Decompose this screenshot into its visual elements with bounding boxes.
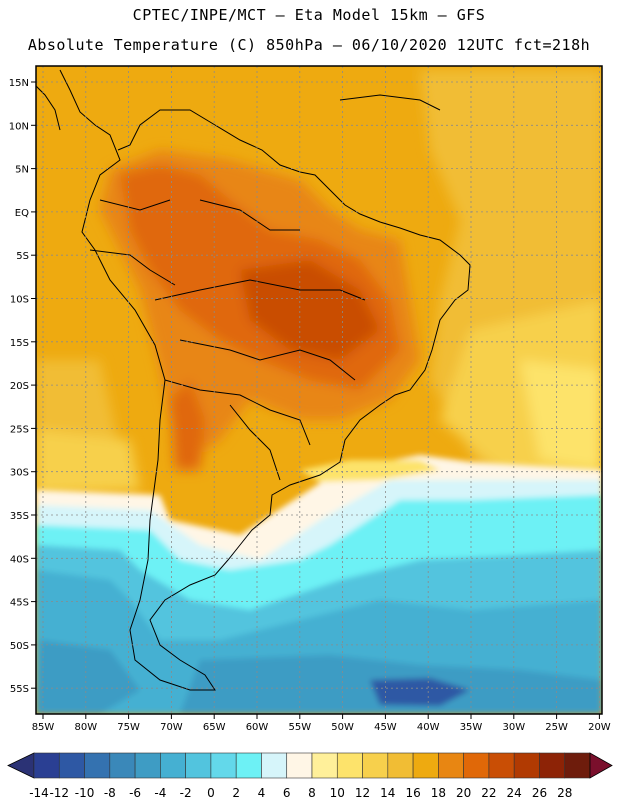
colorbar-tick-label: -4 — [154, 786, 166, 800]
lat-label: 35S — [10, 511, 29, 522]
colorbar-tick-label: -2 — [180, 786, 192, 800]
colorbar-swatch — [210, 752, 237, 779]
colorbar-tick-label: -14 — [29, 786, 49, 800]
lon-label: 40W — [417, 722, 440, 733]
lat-label: 45S — [10, 598, 29, 609]
colorbar-swatch — [513, 752, 540, 779]
colorbar — [7, 752, 613, 779]
coastlines — [36, 69, 471, 691]
lat-label: 30S — [10, 468, 29, 479]
colorbar-swatch — [463, 752, 490, 779]
colorbar-swatch — [336, 752, 363, 779]
colorbar-tick-label: 18 — [431, 786, 446, 800]
lon-label: 60W — [246, 722, 269, 733]
colorbar-tick-labels: -14 -12 -10 -8 -6 -4 -2 0 2 4 6 8 10 12 14 16 18 20 22 24 26… — [29, 786, 572, 800]
colorbar-swatch — [109, 752, 136, 779]
colorbar-tick-label: 2 — [232, 786, 240, 800]
lon-label: 70W — [160, 722, 183, 733]
colorbar-tick-label: 4 — [258, 786, 266, 800]
colorbar-over-arrow — [589, 752, 613, 779]
colorbar-swatch — [488, 752, 515, 779]
colorbar-swatch — [564, 752, 591, 779]
colorbar-swatch — [412, 752, 439, 779]
colorbar-swatch — [84, 752, 111, 779]
colorbar-tick-label: 8 — [308, 786, 316, 800]
map-title-line2: Absolute Temperature (C) 850hPa – 06/10/… — [27, 36, 591, 54]
lon-label: 85W — [32, 722, 55, 733]
lon-label: 65W — [203, 722, 226, 733]
longitude-labels: 85W 80W 75W 70W 65W 60W 55W 50W 45W 40W 35W 30W 25W 2… — [32, 714, 611, 733]
colorbar-tick-label: 16 — [405, 786, 420, 800]
colorbar-swatch — [134, 752, 161, 779]
colorbar-swatch — [261, 752, 288, 779]
lat-label: 5S — [16, 251, 29, 262]
colorbar-tick-label: 28 — [557, 786, 572, 800]
lon-label: 50W — [331, 722, 354, 733]
colorbar-tick-label: 26 — [532, 786, 547, 800]
colorbar-tick-label: 12 — [355, 786, 370, 800]
lat-label: 40S — [10, 554, 29, 565]
colorbar-under-arrow — [7, 752, 35, 779]
colorbar-swatch — [438, 752, 464, 779]
colorbar-swatch — [387, 752, 414, 779]
colorbar-tick-label: 10 — [330, 786, 345, 800]
lon-label: 20W — [588, 722, 611, 733]
lon-label: 75W — [117, 722, 140, 733]
colorbar-swatch — [58, 752, 85, 779]
lat-label: 15N — [9, 78, 29, 89]
temperature-field — [36, 66, 602, 714]
map-title-line1: CPTEC/INPE/MCT – Eta Model 15km – GFS — [132, 6, 486, 24]
colorbar-swatch — [311, 752, 338, 779]
lat-label: 10N — [9, 121, 29, 132]
colorbar-tick-label: 6 — [283, 786, 291, 800]
lat-label: 15S — [10, 338, 29, 349]
lat-lon-grid — [36, 66, 602, 714]
colorbar-swatch — [33, 752, 60, 779]
colorbar-swatch — [286, 752, 313, 779]
colorbar-swatch — [539, 752, 566, 779]
colorbar-tick-label: 20 — [456, 786, 471, 800]
lat-label: 25S — [10, 424, 29, 435]
lat-label: 50S — [10, 641, 29, 652]
lon-label: 80W — [74, 722, 97, 733]
lat-label: 10S — [10, 295, 29, 306]
map-frame — [35, 65, 603, 715]
colorbar-tick-label: -6 — [129, 786, 141, 800]
colorbar-swatch — [185, 752, 212, 779]
colorbar-swatch — [362, 752, 389, 779]
lon-label: 35W — [460, 722, 483, 733]
lon-label: 45W — [374, 722, 397, 733]
lon-label: 55W — [288, 722, 311, 733]
lat-label: 20S — [10, 381, 29, 392]
lon-label: 30W — [502, 722, 525, 733]
colorbar-tick-label: 24 — [507, 786, 522, 800]
lat-label: 5N — [15, 165, 29, 176]
lat-label: EQ — [15, 208, 29, 219]
lon-label: 25W — [545, 722, 568, 733]
colorbar-swatch — [160, 752, 186, 779]
colorbar-tick-label: -10 — [75, 786, 95, 800]
colorbar-tick-label: 0 — [207, 786, 215, 800]
latitude-labels: 15N 10N 5N EQ 5S 10S 15S 20S 25S 30S 35S 40S 45S 50S 5… — [9, 78, 36, 695]
colorbar-tick-label: -8 — [104, 786, 116, 800]
colorbar-swatch — [235, 752, 262, 779]
colorbar-tick-label: 14 — [380, 786, 395, 800]
colorbar-tick-label: 22 — [481, 786, 496, 800]
colorbar-tick-label: -12 — [49, 786, 69, 800]
lat-label: 55S — [10, 684, 29, 695]
